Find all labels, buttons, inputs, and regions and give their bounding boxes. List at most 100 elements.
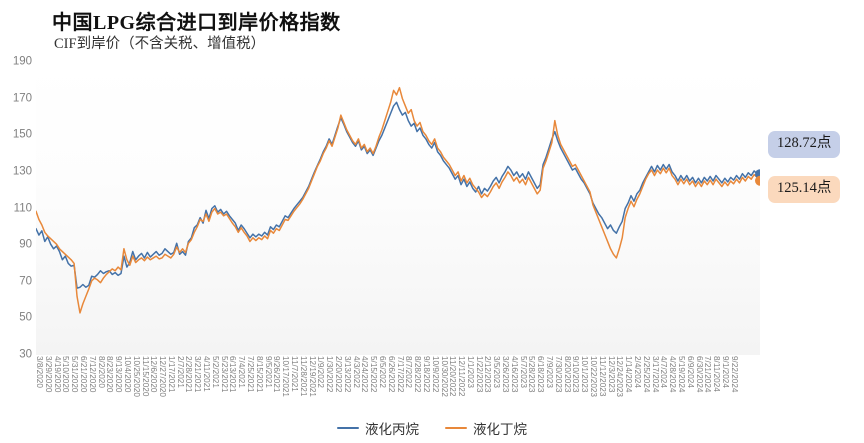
x-axis-tick: 4/7/2024 (659, 356, 669, 388)
x-axis-tick: 9/10/2023 (571, 356, 581, 393)
x-axis-tick: 8/2/2020 (96, 356, 106, 388)
x-axis-tick: 11/15/2020 (140, 356, 150, 397)
x-axis-tick: 2/25/2024 (641, 356, 651, 393)
y-axis-tick: 190 (12, 55, 32, 68)
x-axis-tick: 1/1/2023 (465, 356, 475, 388)
x-axis-tick: 12/24/2023 (615, 356, 625, 397)
x-axis-tick: 4/3/2022 (351, 356, 361, 388)
x-axis-tick: 7/17/2022 (395, 356, 405, 393)
x-axis-tick: 9/1/2024 (720, 356, 730, 388)
legend-swatch-propane (337, 426, 359, 430)
legend-item-propane[interactable]: 液化丙烷 (337, 418, 419, 438)
x-axis-tick: 9/26/2021 (272, 356, 282, 393)
x-axis-tick: 11/20/2022 (448, 356, 458, 397)
x-axis-tick: 4/11/2021 (202, 356, 212, 392)
x-axis-tick: 6/30/2024 (694, 356, 704, 393)
x-axis-tick: 3/8/2020 (35, 356, 45, 388)
plot-background (36, 62, 760, 355)
x-axis-tick: 5/28/2023 (527, 356, 537, 393)
y-axis-tick: 170 (12, 91, 32, 104)
page-title: 中国LPG综合进口到岸价格指数 (52, 12, 341, 34)
x-axis-tick: 8/28/2022 (413, 356, 423, 393)
x-axis-tick: 5/19/2024 (677, 356, 687, 393)
y-axis-tick: 130 (12, 165, 32, 178)
x-axis-tick: 6/5/2022 (378, 356, 388, 388)
x-axis-tick: 9/13/2020 (114, 356, 124, 393)
x-axis-tick: 1/9/2022 (316, 356, 326, 388)
x-axis-tick: 2/28/2021 (184, 356, 194, 393)
x-axis-tick: 10/4/2020 (123, 356, 133, 393)
x-axis-tick: 10/1/2023 (580, 356, 590, 393)
x-axis-tick: 12/27/2020 (158, 356, 168, 397)
x-axis-tick: 9/5/2021 (263, 356, 273, 388)
x-axis-tick: 12/19/2021 (307, 356, 317, 397)
y-axis-tick: 90 (19, 238, 32, 251)
x-axis-tick: 5/7/2023 (518, 356, 528, 388)
x-axis-tick: 6/18/2023 (536, 356, 546, 393)
x-axis-tick: 12/11/2022 (457, 356, 467, 397)
x-axis-tick: 4/16/2023 (509, 356, 519, 393)
legend-swatch-butane (445, 426, 467, 430)
x-axis-tick: 10/22/2023 (589, 356, 599, 397)
x-axis-tick: 1/22/2023 (474, 356, 484, 393)
line-propane (36, 102, 760, 288)
callout-butane: 125.14点 (768, 176, 841, 203)
x-axis-tick: 3/21/2021 (193, 356, 203, 393)
x-axis-tick: 9/22/2024 (729, 356, 739, 393)
x-axis-tick: 4/19/2020 (52, 356, 62, 393)
x-axis: 3/8/2020 3/29/2020 4/19/2020 5/10/2020 5/31/… (35, 356, 760, 412)
x-axis-tick: 2/20/2022 (334, 356, 344, 393)
x-axis-tick: 1/17/2021 (166, 356, 176, 393)
x-axis-tick: 6/9/2024 (685, 356, 695, 388)
x-axis-tick: 12/3/2023 (606, 356, 616, 393)
x-axis-tick: 6/21/2020 (79, 356, 89, 393)
end-marker-butane (755, 175, 760, 186)
x-axis-tick: 6/26/2022 (386, 356, 396, 393)
x-axis-tick: 10/17/2021 (281, 356, 291, 397)
x-axis-tick: 12/6/2020 (149, 356, 159, 393)
x-axis-tick: 3/5/2023 (492, 356, 502, 388)
x-axis-tick: 7/25/2021 (246, 356, 256, 393)
x-axis-tick: 8/20/2023 (562, 356, 572, 393)
x-axis-tick: 8/11/2024 (712, 356, 722, 392)
x-axis-tick: 7/9/2023 (545, 356, 555, 388)
y-axis: 30 50 70 90 110 130 150 170 190 (0, 56, 32, 360)
x-axis-tick: 5/23/2021 (219, 356, 229, 393)
y-axis-tick: 70 (19, 275, 32, 287)
x-axis-tick: 5/10/2020 (61, 356, 71, 393)
x-axis-tick: 1/14/2024 (624, 356, 634, 393)
x-axis-tick: 2/4/2024 (633, 356, 643, 388)
page-subtitle: CIF到岸价（不含关税、增值税） (54, 36, 266, 52)
x-axis-tick: 3/17/2024 (650, 356, 660, 393)
x-axis-tick: 9/18/2022 (422, 356, 432, 393)
chart-legend: 液化丙烷 液化丁烷 (0, 418, 864, 438)
y-axis-tick: 30 (19, 348, 32, 361)
y-axis-tick: 110 (13, 201, 32, 214)
plot-lines (36, 62, 760, 355)
x-axis-tick: 2/7/2021 (175, 356, 185, 388)
y-axis-tick: 50 (19, 311, 32, 324)
x-axis-tick: 6/13/2021 (228, 356, 238, 393)
x-axis-tick: 2/12/2023 (483, 356, 493, 393)
plot-area (36, 62, 760, 355)
x-axis-tick: 7/12/2020 (87, 356, 97, 393)
x-axis-tick: 5/2/2021 (210, 356, 220, 388)
line-butane (36, 88, 760, 313)
x-axis-tick: 4/28/2024 (668, 356, 678, 393)
y-axis-tick: 150 (12, 128, 32, 141)
x-axis-tick: 3/26/2023 (501, 356, 511, 393)
x-axis-tick: 11/12/2023 (597, 356, 607, 397)
legend-label-butane: 液化丁烷 (473, 422, 527, 437)
x-axis-tick: 10/30/2022 (439, 356, 449, 397)
x-axis-tick: 8/15/2021 (254, 356, 264, 393)
x-axis-tick: 7/4/2021 (237, 356, 247, 388)
x-axis-tick: 10/25/2020 (131, 356, 141, 397)
x-axis-tick: 10/9/2022 (430, 356, 440, 393)
legend-label-propane: 液化丙烷 (365, 422, 419, 437)
x-axis-tick: 8/23/2020 (105, 356, 115, 393)
x-axis-tick: 5/31/2020 (70, 356, 80, 393)
callout-propane: 128.72点 (768, 131, 841, 158)
x-axis-tick: 7/21/2024 (703, 356, 713, 393)
legend-item-butane[interactable]: 液化丁烷 (445, 418, 527, 438)
